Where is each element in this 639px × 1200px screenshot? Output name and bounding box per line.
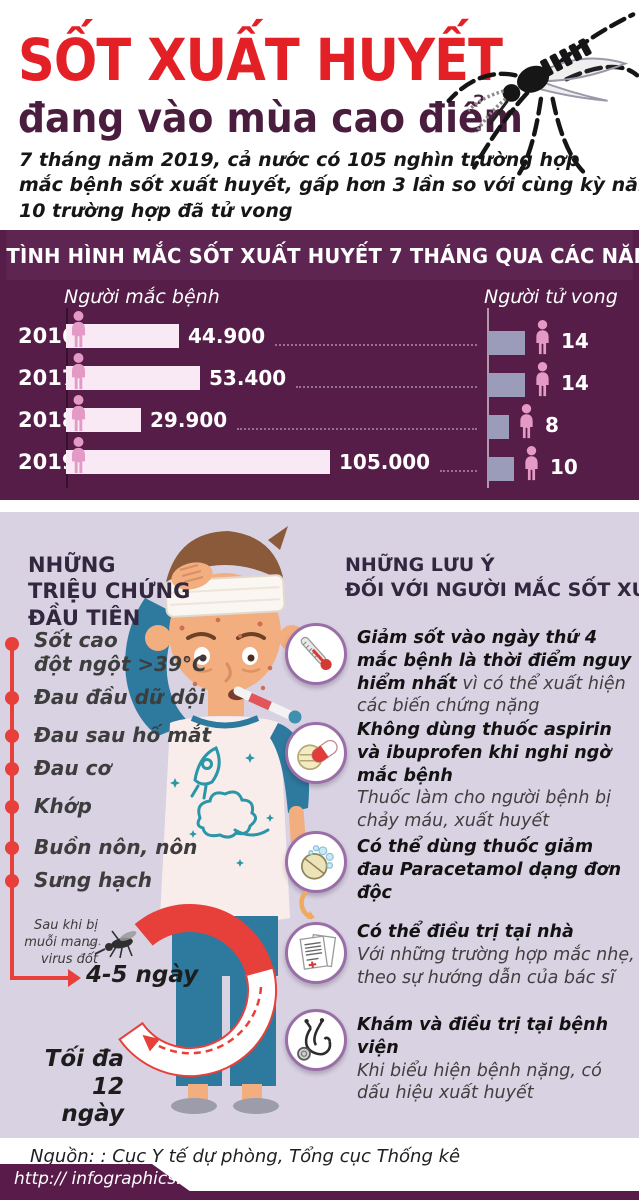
symptom-item: Buồn nôn, nôn <box>34 835 198 859</box>
mosquito-small-icon <box>88 930 137 959</box>
chart-row: 2019 105.000 10 <box>18 437 627 482</box>
note-item: Khám và điều trị tại bệnh viện Khi biểu … <box>357 1015 609 1104</box>
year-label: 2018 <box>18 408 77 432</box>
deaths-bar <box>487 372 525 397</box>
cases-bar <box>66 437 330 474</box>
year-label: 2019 <box>18 450 77 474</box>
publisher-url: http:// infographics.vn <box>14 1169 203 1189</box>
deaths-value: 14 <box>561 328 589 353</box>
note-icon-circle <box>285 1009 347 1071</box>
incubation-max: Tối đa 12 ngày <box>44 1046 124 1128</box>
axis-label-deaths: Người tử vong <box>484 286 618 308</box>
deaths-value: 14 <box>561 370 589 395</box>
incubation-arrow-head <box>68 969 81 987</box>
mosquito-illustration <box>446 12 639 176</box>
person-icon <box>536 361 549 396</box>
person-icon <box>72 395 85 432</box>
cases-bar <box>66 395 141 432</box>
paracetamol-icon <box>301 845 334 880</box>
symptoms-heading: NHỮNG TRIỆU CHỨNG ĐẦU TIÊN <box>28 553 191 630</box>
symptom-item: Đau đầu dữ dội <box>34 685 206 709</box>
note-item: Không dùng thuốc aspirin và ibuprofen kh… <box>357 720 612 831</box>
symptom-dot <box>5 800 19 814</box>
symptom-item: Khớp <box>34 794 92 818</box>
person-icon <box>72 311 85 348</box>
chart-row: 2016 44.900 14 <box>18 311 627 356</box>
incubation-arrow <box>10 976 70 980</box>
deaths-value: 8 <box>545 412 559 437</box>
deaths-value: 10 <box>550 454 578 479</box>
cases-bar <box>66 353 200 390</box>
symptom-item: Đau cơ <box>34 756 112 780</box>
deaths-group: 14 <box>487 318 627 355</box>
chart-row: 2018 29.900 8 <box>18 395 627 440</box>
cases-value: 105.000 <box>339 450 431 474</box>
thermometer-icon <box>300 636 332 671</box>
symptom-dot <box>5 762 19 776</box>
bottom-bar <box>0 1191 639 1200</box>
page-subtitle: đang vào mùa cao điểm <box>18 94 523 142</box>
chart-section: TÌNH HÌNH MẮC SỐT XUẤT HUYẾT 7 THÁNG QUA… <box>0 230 639 500</box>
deaths-bar <box>487 330 525 355</box>
axis-label-cases: Người mắc bệnh <box>64 286 220 308</box>
cases-bar <box>66 311 179 348</box>
stethoscope-icon <box>297 1018 332 1061</box>
deaths-bar <box>487 456 514 481</box>
connector-arrow-icon <box>299 891 315 920</box>
dotted-line <box>440 470 477 472</box>
dotted-line <box>237 428 477 430</box>
page-description: 7 tháng năm 2019, cả nước có 105 nghìn t… <box>19 148 639 224</box>
symptom-item: Sốt cao đột ngột >39°C <box>34 628 207 677</box>
symptom-item: Sưng hạch <box>34 868 152 892</box>
dotted-line <box>296 386 477 388</box>
prescription-icon <box>299 933 337 970</box>
symptom-dot <box>5 729 19 743</box>
cases-axis-line <box>66 308 68 488</box>
dotted-line <box>275 344 477 346</box>
deaths-bar <box>487 414 509 439</box>
note-icon-circle <box>285 831 347 893</box>
cases-value: 29.900 <box>150 408 228 432</box>
symptom-dot <box>5 691 19 705</box>
notes-heading: NHỮNG LƯU Ý ĐỐI VỚI NGƯỜI MẮC SỐT XUẤT H… <box>345 554 639 601</box>
pills-icon <box>297 739 338 771</box>
description-line: mắc bệnh sốt xuất huyết, gấp hơn 3 lần s… <box>19 174 639 197</box>
deaths-group: 10 <box>487 444 627 481</box>
cases-value: 53.400 <box>209 366 287 390</box>
note-item: Có thể dùng thuốc giảm đau Paracetamol d… <box>357 837 622 903</box>
deaths-group: 8 <box>487 402 627 439</box>
incubation-gauge <box>118 903 278 1078</box>
person-icon <box>520 403 533 438</box>
deaths-group: 14 <box>487 360 627 397</box>
note-item: Giảm sốt vào ngày thứ 4 mắc bệnh là thời… <box>357 628 632 717</box>
symptom-dot <box>5 874 19 888</box>
incubation-range: 4-5 ngày <box>86 962 199 988</box>
source-text: Nguồn: : Cục Y tế dự phòng, Tổng cục Thố… <box>30 1146 461 1167</box>
symptoms-and-notes-section: NHỮNG TRIỆU CHỨNG ĐẦU TIÊN Sốt cao đột ng… <box>0 512 639 1138</box>
symptom-dot <box>5 841 19 855</box>
person-icon <box>536 319 549 354</box>
person-icon <box>72 353 85 390</box>
cases-value: 44.900 <box>188 324 266 348</box>
chart-title: TÌNH HÌNH MẮC SỐT XUẤT HUYẾT 7 THÁNG QUA… <box>6 230 639 280</box>
incubation-note: Sau khi bị muỗi mang virus đốt <box>24 918 98 967</box>
page-title: SỐT XUẤT HUYẾT <box>18 26 503 94</box>
chart-row: 2017 53.400 14 <box>18 353 627 398</box>
description-line: 10 trường hợp đã tử vong <box>19 199 293 222</box>
note-icon-circle <box>285 623 347 685</box>
year-label: 2017 <box>18 366 77 390</box>
symptom-dot <box>5 637 19 651</box>
person-icon <box>525 445 538 480</box>
deaths-axis-line <box>487 308 489 488</box>
symptom-item: Đau sau hố mắt <box>34 723 212 747</box>
person-icon <box>72 437 85 474</box>
year-label: 2016 <box>18 324 77 348</box>
note-item: Có thể điều trị tại nhà Với những trường… <box>357 922 635 988</box>
note-icon-circle <box>285 722 347 784</box>
note-icon-circle <box>285 922 347 984</box>
description-line: 7 tháng năm 2019, cả nước có 105 nghìn t… <box>19 149 580 171</box>
